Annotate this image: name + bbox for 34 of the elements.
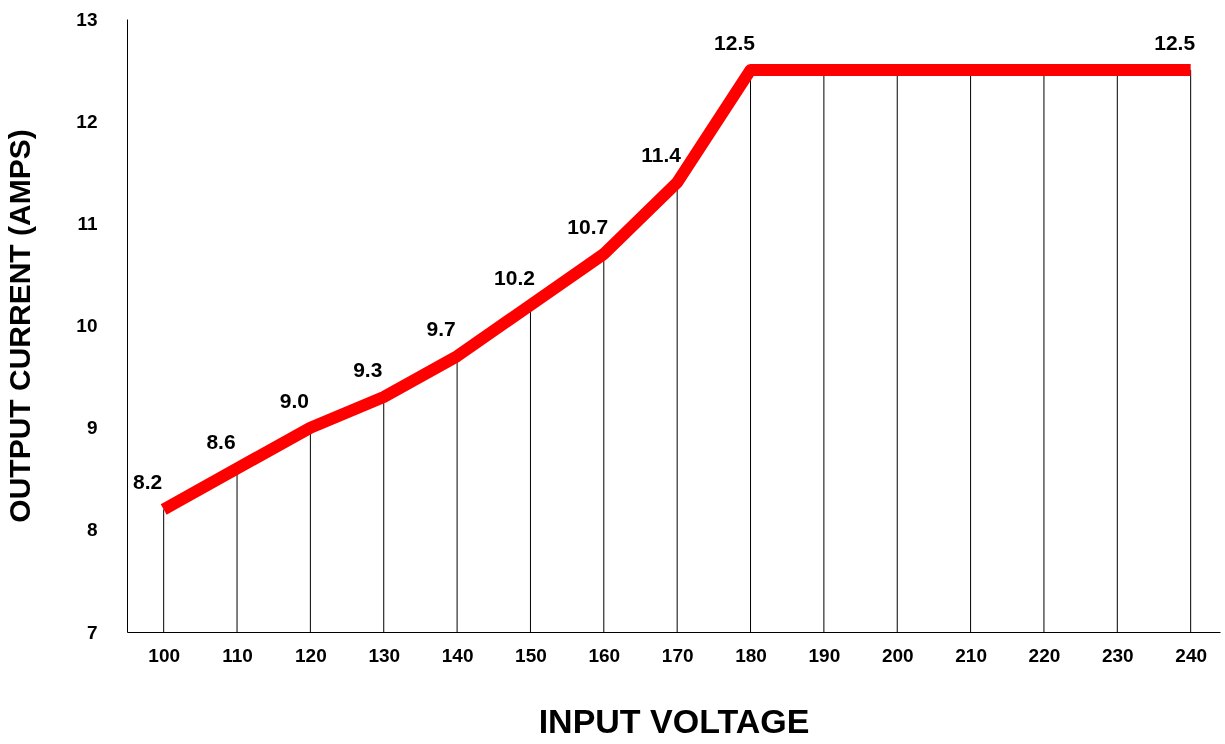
x-tick-label: 220 (1028, 644, 1061, 666)
x-axis-title: INPUT VOLTAGE (538, 701, 810, 740)
x-tick-label: 180 (735, 644, 767, 666)
y-tick-label: 13 (76, 8, 98, 30)
data-label: 9.3 (353, 358, 383, 382)
y-tick-label: 11 (77, 212, 98, 234)
y-tick-label: 9 (86, 417, 98, 439)
x-tick-label: 200 (881, 644, 914, 666)
x-tick-label: 150 (515, 644, 547, 666)
x-tick-label: 110 (222, 644, 253, 666)
x-tick-label: 170 (661, 644, 694, 666)
data-label: 8.6 (206, 429, 236, 453)
x-tick-label: 190 (808, 644, 841, 666)
x-tick-label: 130 (368, 644, 401, 666)
data-label: 9.0 (279, 388, 309, 412)
data-label: 10.7 (567, 214, 609, 238)
data-label: 12.5 (1154, 31, 1196, 55)
y-tick-label: 7 (86, 621, 98, 643)
y-axis-title: OUTPUT CURRENT (AMPS) (3, 129, 37, 523)
data-label: 10.2 (494, 266, 535, 290)
data-label: 11.4 (641, 143, 682, 167)
x-tick-label: 140 (441, 644, 474, 666)
x-tick-label: 160 (588, 644, 621, 666)
x-tick-label: 100 (148, 644, 181, 666)
y-tick-label: 12 (76, 110, 98, 132)
x-tick-label: 210 (955, 644, 987, 666)
y-tick-label: 8 (86, 519, 98, 541)
x-tick-label: 240 (1175, 644, 1208, 666)
x-tick-label: 120 (295, 644, 327, 666)
y-tick-label: 10 (76, 315, 98, 336)
data-label: 9.7 (426, 317, 456, 341)
data-label: 12.5 (714, 31, 756, 55)
x-tick-label: 230 (1101, 644, 1134, 666)
data-label: 8.2 (133, 470, 163, 494)
